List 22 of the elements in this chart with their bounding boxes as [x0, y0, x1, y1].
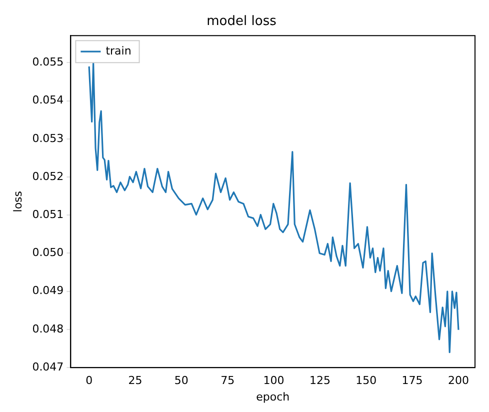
x-tick-label: 25	[128, 374, 142, 388]
x-tick-label: 0	[86, 374, 93, 388]
x-axis-title: epoch	[256, 390, 290, 404]
x-tick-label: 75	[220, 374, 235, 388]
y-tick-label: 0.051	[32, 208, 64, 221]
x-tick-label: 50	[174, 374, 188, 388]
y-tick-label: 0.053	[32, 132, 64, 145]
x-tick-label: 150	[356, 374, 377, 388]
x-tick-label: 125	[309, 374, 330, 388]
x-tick-label: 175	[402, 374, 423, 388]
x-tick-label: 100	[263, 374, 284, 388]
y-tick-label: 0.055	[32, 56, 64, 69]
y-tick-label: 0.049	[32, 284, 64, 298]
y-tick-label: 0.052	[32, 170, 64, 183]
chart-title: model loss	[206, 14, 277, 30]
legend-label: train	[106, 44, 132, 58]
y-tick-label: 0.054	[32, 94, 64, 107]
y-tick-label: 0.048	[32, 322, 64, 336]
y-tick-label: 0.047	[32, 360, 64, 374]
y-axis-title: loss	[11, 190, 24, 212]
x-tick-label: 200	[448, 374, 469, 388]
y-tick-label: 0.050	[32, 246, 64, 260]
